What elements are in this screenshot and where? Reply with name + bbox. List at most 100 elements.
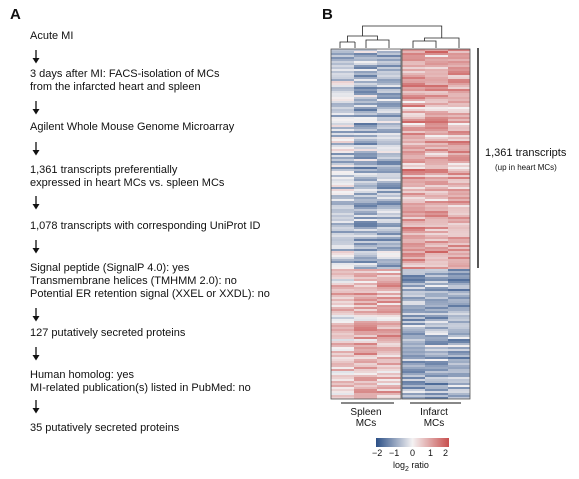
heatmap-cell	[331, 267, 354, 269]
heatmap-cell	[377, 165, 401, 167]
heatmap-cell	[354, 381, 377, 383]
heatmap-cell	[402, 321, 425, 323]
heatmap-cell	[425, 299, 448, 301]
heatmap-cell	[331, 71, 354, 73]
heatmap-cell	[354, 91, 377, 93]
heatmap-cell	[354, 193, 377, 195]
heatmap-cell	[331, 393, 354, 395]
heatmap-cell	[331, 317, 354, 319]
heatmap-cell	[377, 239, 401, 241]
heatmap-cell	[448, 235, 470, 237]
heatmap-cell	[354, 165, 377, 167]
heatmap-cell	[425, 131, 448, 133]
heatmap-cell	[377, 97, 401, 99]
heatmap-cell	[331, 195, 354, 197]
heatmap-cell	[448, 97, 470, 99]
heatmap-cell	[331, 305, 354, 307]
heatmap-cell	[448, 375, 470, 377]
heatmap-cell	[402, 109, 425, 111]
heatmap-cell	[377, 197, 401, 199]
heatmap-cell	[425, 237, 448, 239]
heatmap-cell	[425, 89, 448, 91]
heatmap-cell	[331, 343, 354, 345]
heatmap-cell	[331, 103, 354, 105]
heatmap-cell	[448, 209, 470, 211]
heatmap-cell	[402, 99, 425, 101]
heatmap-cell	[448, 333, 470, 335]
heatmap-cell	[402, 271, 425, 273]
heatmap-cell	[354, 93, 377, 95]
heatmap-cell	[331, 101, 354, 103]
heatmap-cell	[402, 93, 425, 95]
heatmap-cell	[402, 261, 425, 263]
heatmap-cell	[331, 209, 354, 211]
heatmap-cell	[354, 119, 377, 121]
heatmap-cell	[354, 393, 377, 395]
heatmap-cell	[377, 73, 401, 75]
heatmap-cell	[377, 107, 401, 109]
heatmap-cell	[377, 229, 401, 231]
heatmap-cell	[354, 73, 377, 75]
heatmap-cell	[448, 341, 470, 343]
heatmap-cell	[448, 155, 470, 157]
heatmap-cell	[354, 69, 377, 71]
heatmap-cell	[377, 53, 401, 55]
heatmap-cell	[448, 181, 470, 183]
heatmap-cell	[402, 299, 425, 301]
heatmap-cell	[354, 107, 377, 109]
heatmap-cell	[425, 281, 448, 283]
heatmap-cell	[377, 81, 401, 83]
heatmap-cell	[402, 123, 425, 125]
heatmap-cell	[402, 343, 425, 345]
heatmap-cell	[377, 159, 401, 161]
heatmap-cell	[425, 135, 448, 137]
heatmap-cell	[402, 125, 425, 127]
heatmap-cell	[331, 249, 354, 251]
heatmap-cell	[354, 361, 377, 363]
heatmap-cell	[331, 53, 354, 55]
heatmap-cell	[448, 213, 470, 215]
heatmap-cell	[425, 121, 448, 123]
heatmap-cell	[425, 127, 448, 129]
heatmap-cell	[425, 233, 448, 235]
down-arrow-icon	[32, 196, 40, 210]
heatmap-cell	[402, 283, 425, 285]
heatmap-cell	[331, 159, 354, 161]
heatmap-cell	[354, 279, 377, 281]
heatmap-cell	[331, 375, 354, 377]
annotation-main: 1,361 transcripts	[485, 147, 567, 159]
heatmap-cell	[377, 149, 401, 151]
heatmap-cell	[354, 255, 377, 257]
heatmap-cell	[448, 291, 470, 293]
heatmap-cell	[448, 303, 470, 305]
heatmap-cell	[402, 311, 425, 313]
heatmap-cell	[425, 133, 448, 135]
heatmap-cell	[425, 73, 448, 75]
heatmap-cell	[402, 61, 425, 63]
heatmap-cell	[354, 337, 377, 339]
heatmap-cell	[377, 285, 401, 287]
heatmap-cell	[402, 257, 425, 259]
heatmap-cell	[331, 233, 354, 235]
flow-step-line: 3 days after MI: FACS-isolation of MCs	[30, 68, 220, 80]
heatmap-cell	[377, 205, 401, 207]
heatmap-cell	[377, 301, 401, 303]
heatmap-cell	[331, 257, 354, 259]
heatmap-cell	[448, 149, 470, 151]
heatmap-cell	[331, 193, 354, 195]
heatmap-cell	[425, 285, 448, 287]
heatmap-cell	[425, 93, 448, 95]
heatmap-cell	[377, 153, 401, 155]
heatmap-cell	[331, 139, 354, 141]
heatmap-cell	[448, 297, 470, 299]
heatmap-cell	[354, 71, 377, 73]
heatmap-cell	[448, 275, 470, 277]
heatmap-cell	[377, 233, 401, 235]
heatmap-cell	[402, 73, 425, 75]
heatmap-cell	[448, 171, 470, 173]
heatmap-cell	[331, 353, 354, 355]
heatmap-cell	[354, 291, 377, 293]
heatmap-cell	[425, 63, 448, 65]
heatmap-cell	[377, 323, 401, 325]
heatmap-cell	[425, 225, 448, 227]
